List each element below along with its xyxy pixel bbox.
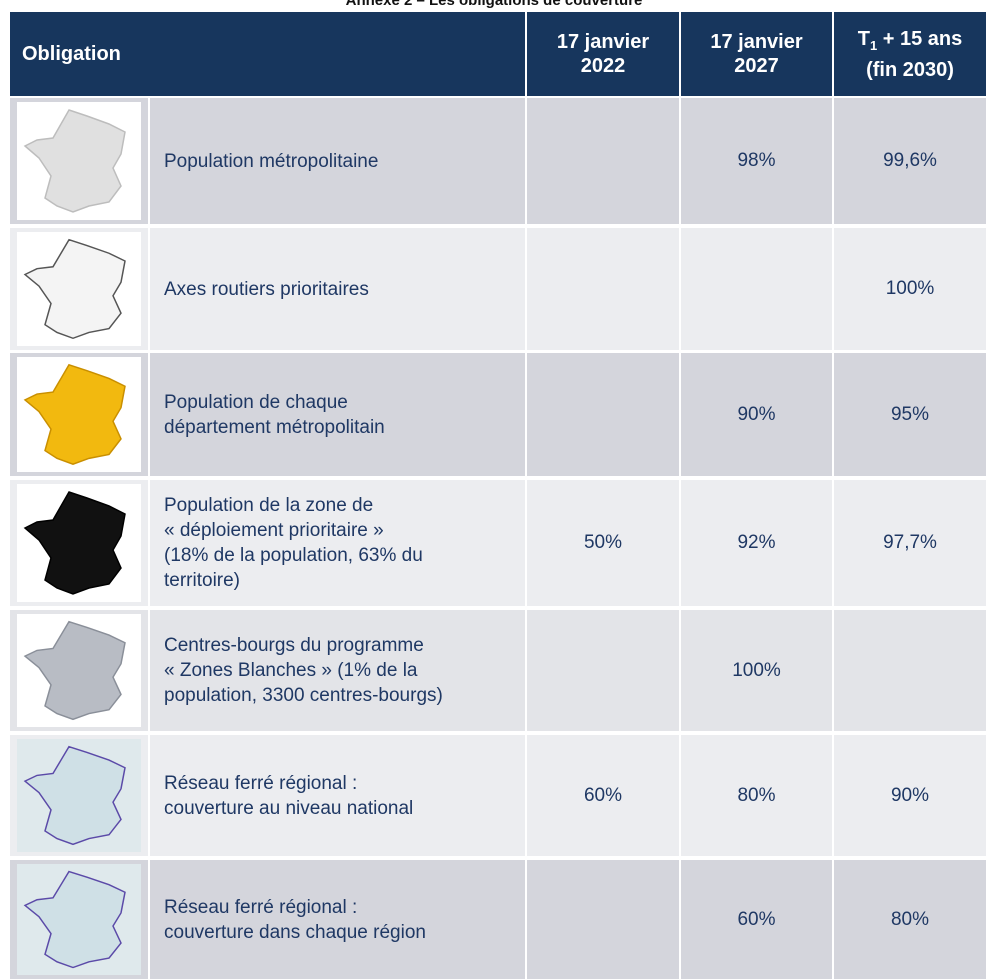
page: Annexe 2 – Les obligations de couverture… xyxy=(0,0,988,979)
map-thumbnail xyxy=(17,484,141,602)
row-label: Réseau ferré régional : couverture au niv… xyxy=(150,735,525,856)
text: 98% xyxy=(737,150,775,172)
text: 2022 xyxy=(581,55,626,77)
row-label: Population de chaque département métropol… xyxy=(150,353,525,476)
text: Réseau ferré régional : xyxy=(164,773,357,794)
text: 90% xyxy=(737,404,775,426)
map-cell xyxy=(10,353,148,476)
text: 80% xyxy=(891,909,929,931)
value-cell xyxy=(527,860,679,979)
text: 92% xyxy=(737,532,775,554)
value-cell xyxy=(527,610,679,731)
label-text: Population de chaque département métropol… xyxy=(164,390,385,440)
value-cell: 80% xyxy=(681,735,832,856)
text: territoire) xyxy=(164,570,240,591)
text: Axes routiers prioritaires xyxy=(164,279,369,300)
value-cell xyxy=(834,610,986,731)
text: + 15 ans xyxy=(877,28,962,50)
map-thumbnail xyxy=(17,614,141,727)
text: Centres-bourgs du programme xyxy=(164,635,424,656)
row-label: Centres-bourgs du programme « Zones Blanc… xyxy=(150,610,525,731)
text: couverture au niveau national xyxy=(164,798,413,819)
value-cell: 80% xyxy=(834,860,986,979)
header-cell: Obligation xyxy=(10,12,525,96)
text: couverture dans chaque région xyxy=(164,922,426,943)
text: 17 janvier xyxy=(710,31,802,53)
text: 100% xyxy=(886,278,935,300)
text: 17 janvier xyxy=(557,31,649,53)
text: (fin 2030) xyxy=(866,59,954,81)
value-cell xyxy=(527,98,679,224)
header-cell: T1 + 15 ans(fin 2030) xyxy=(834,12,986,96)
value-cell xyxy=(527,228,679,350)
text: Réseau ferré régional : xyxy=(164,897,357,918)
map-cell xyxy=(10,610,148,731)
text: 50% xyxy=(584,532,622,554)
text: 95% xyxy=(891,404,929,426)
label-text: Réseau ferré régional : couverture dans c… xyxy=(164,895,426,945)
text: département métropolitain xyxy=(164,417,385,438)
value-cell: 60% xyxy=(527,735,679,856)
value-cell xyxy=(681,228,832,350)
row-label: Réseau ferré régional : couverture dans c… xyxy=(150,860,525,979)
map-cell xyxy=(10,860,148,979)
text: « Zones Blanches » (1% de la xyxy=(164,660,418,681)
text: T xyxy=(858,28,870,50)
value-cell: 90% xyxy=(681,353,832,476)
map-thumbnail xyxy=(17,232,141,346)
map-thumbnail xyxy=(17,864,141,975)
text: Obligation xyxy=(22,42,121,66)
text: 60% xyxy=(584,785,622,807)
text: 99,6% xyxy=(883,150,937,172)
map-thumbnail xyxy=(17,357,141,472)
text: 97,7% xyxy=(883,532,937,554)
document-title: Annexe 2 – Les obligations de couverture xyxy=(0,0,988,9)
value-cell: 100% xyxy=(681,610,832,731)
map-cell xyxy=(10,735,148,856)
label-text: Centres-bourgs du programme « Zones Blanc… xyxy=(164,633,443,708)
label-text: Axes routiers prioritaires xyxy=(164,277,369,302)
value-cell: 90% xyxy=(834,735,986,856)
text: 90% xyxy=(891,785,929,807)
value-cell: 98% xyxy=(681,98,832,224)
value-cell: 97,7% xyxy=(834,480,986,606)
value-cell: 95% xyxy=(834,353,986,476)
text: « déploiement prioritaire » xyxy=(164,520,384,541)
header-text: T1 + 15 ans(fin 2030) xyxy=(858,27,963,82)
text: 60% xyxy=(737,909,775,931)
map-thumbnail xyxy=(17,739,141,852)
text: Population de chaque xyxy=(164,392,348,413)
text: Population métropolitaine xyxy=(164,151,378,172)
value-cell xyxy=(527,353,679,476)
map-cell xyxy=(10,98,148,224)
map-cell xyxy=(10,228,148,350)
label-text: Population de la zone de « déploiement pr… xyxy=(164,493,423,593)
text: Population de la zone de xyxy=(164,495,373,516)
text: (18% de la population, 63% du xyxy=(164,545,423,566)
text: 100% xyxy=(732,660,781,682)
label-text: Réseau ferré régional : couverture au niv… xyxy=(164,771,413,821)
value-cell: 99,6% xyxy=(834,98,986,224)
row-label: Axes routiers prioritaires xyxy=(150,228,525,350)
text: 2027 xyxy=(734,55,779,77)
value-cell: 100% xyxy=(834,228,986,350)
map-thumbnail xyxy=(17,102,141,220)
row-label: Population de la zone de « déploiement pr… xyxy=(150,480,525,606)
value-cell: 92% xyxy=(681,480,832,606)
row-label: Population métropolitaine xyxy=(150,98,525,224)
map-cell xyxy=(10,480,148,606)
value-cell: 50% xyxy=(527,480,679,606)
text: 80% xyxy=(737,785,775,807)
label-text: Population métropolitaine xyxy=(164,149,378,174)
text: population, 3300 centres-bourgs) xyxy=(164,685,443,706)
value-cell: 60% xyxy=(681,860,832,979)
